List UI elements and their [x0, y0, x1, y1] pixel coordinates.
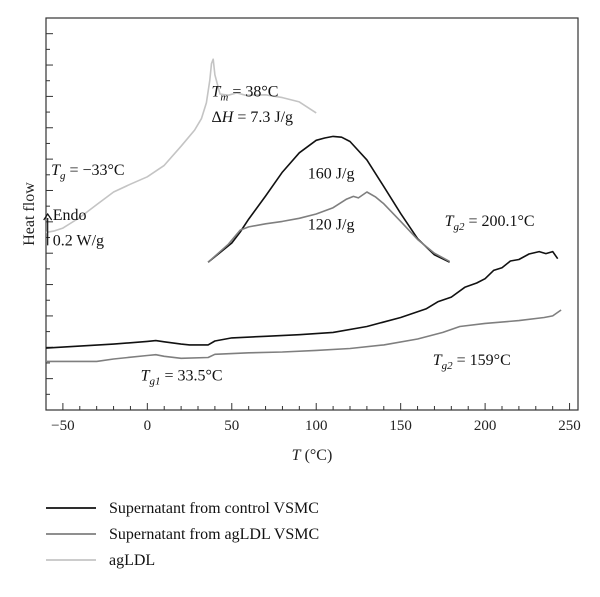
series-line-4: [207, 191, 450, 263]
series-layer: [45, 58, 562, 363]
legend: Supernatant from control VSMC Supernatant…: [46, 500, 319, 569]
annotation-tg2a: Tg2 = 200.1°C: [445, 213, 535, 233]
series-line-0: [45, 250, 559, 349]
legend-label: agLDL: [109, 552, 155, 569]
annotation-tg: Tg = −33°C: [51, 162, 125, 182]
legend-label: Supernatant from control VSMC: [109, 500, 319, 517]
x-axis-ticks: −50 0 50 100 150 200 250: [45, 403, 581, 434]
plot-border: [45, 17, 579, 411]
x-tick-label: 50: [224, 418, 239, 434]
series-line-3: [207, 135, 450, 263]
annotation-tg1: Tg1 = 33.5°C: [141, 368, 223, 388]
x-axis-label: T (°C): [292, 447, 333, 464]
x-tick-label: 0: [144, 418, 152, 434]
y-axis-label: Heat flow: [21, 182, 38, 246]
annotation-e160: 160 J/g: [308, 166, 355, 183]
x-tick-label: 100: [305, 418, 328, 434]
x-tick-label: 150: [389, 418, 412, 434]
endo-arrow-head: [43, 212, 53, 221]
plot-frame: [45, 17, 579, 411]
x-tick-label: −50: [51, 418, 74, 434]
annotation-endo: Endo: [53, 207, 87, 224]
legend-label: Supernatant from agLDL VSMC: [109, 526, 319, 543]
series-line-2: [45, 58, 317, 234]
annotation-e120: 120 J/g: [308, 217, 355, 234]
annotation-tg2b: Tg2 = 159°C: [433, 352, 511, 372]
series-line-1: [46, 309, 562, 363]
annotation-layer: Tm = 38°C ΔH = 7.3 J/g Tg = −33°C 160 J/g 12…: [43, 83, 535, 388]
annotation-tm: Tm = 38°C: [212, 83, 279, 103]
x-tick-label: 250: [558, 418, 581, 434]
annotation-scale: 0.2 W/g: [53, 232, 104, 249]
annotation-dh: ΔH = 7.3 J/g: [212, 109, 294, 126]
x-tick-label: 200: [474, 418, 497, 434]
